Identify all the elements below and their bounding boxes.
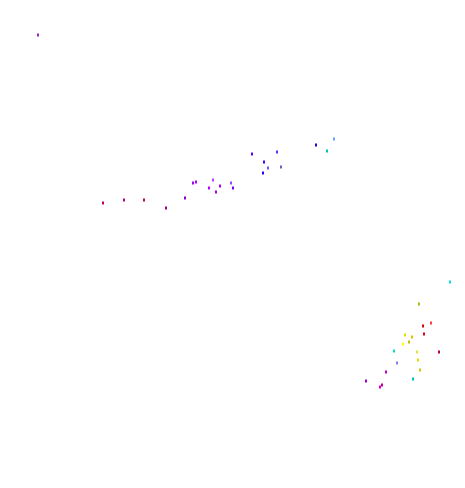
point [195, 180, 197, 184]
point [212, 178, 214, 182]
point [230, 181, 232, 185]
point [276, 150, 278, 154]
point [184, 196, 186, 200]
point [219, 184, 221, 188]
point [379, 385, 381, 389]
point [402, 342, 404, 346]
point [123, 198, 125, 202]
point [333, 137, 335, 141]
point [385, 370, 387, 374]
point [143, 198, 145, 202]
point [381, 383, 383, 387]
point [280, 165, 282, 169]
point [365, 379, 367, 383]
point [208, 186, 210, 190]
point [417, 358, 419, 362]
point [393, 349, 395, 353]
point [215, 190, 217, 194]
point [263, 160, 265, 164]
point [449, 280, 451, 284]
point [412, 377, 414, 381]
point [408, 340, 410, 344]
point [430, 321, 432, 325]
point [192, 181, 194, 185]
point [423, 332, 425, 336]
point [396, 361, 398, 365]
point [404, 333, 406, 337]
point [411, 335, 413, 339]
point [251, 152, 253, 156]
point [267, 166, 269, 170]
point [165, 206, 167, 210]
point [262, 171, 264, 175]
point [419, 368, 421, 372]
point [418, 302, 420, 306]
point [422, 324, 424, 328]
point [326, 149, 328, 153]
point [438, 350, 440, 354]
point [102, 201, 104, 205]
point [232, 186, 234, 190]
point [37, 33, 39, 37]
point [416, 350, 418, 354]
point [315, 143, 317, 147]
